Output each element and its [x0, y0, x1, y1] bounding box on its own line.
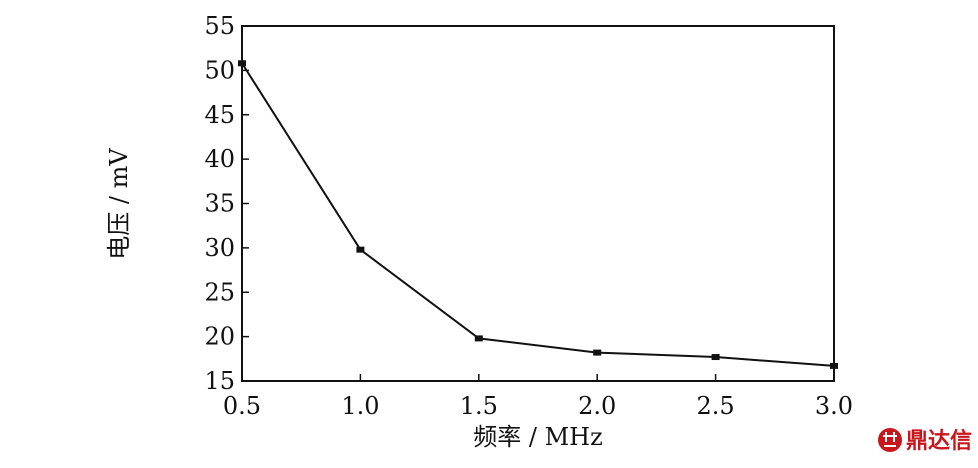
data-point-marker [711, 354, 720, 361]
y-tick-label: 30 [204, 234, 235, 262]
series-line [241, 62, 835, 367]
x-axis-ticks: 0.5 1.0 1.5 2.0 2.5 3.0 [223, 374, 853, 420]
y-tick-label: 20 [204, 323, 235, 351]
data-point-marker [593, 349, 602, 356]
y-tick-label: 40 [204, 145, 235, 173]
y-tick-label: 55 [204, 12, 235, 40]
x-tick-label: 3.0 [815, 392, 853, 420]
data-point-marker [356, 246, 365, 253]
y-tick-label: 50 [204, 56, 235, 84]
y-tick-label: 45 [204, 101, 235, 129]
y-axis-label: 电压 / mV [105, 148, 133, 260]
x-tick-label: 1.0 [341, 392, 379, 420]
y-tick-label: 35 [204, 190, 235, 218]
watermark-icon-glyph [883, 432, 897, 447]
x-tick-label: 2.0 [578, 392, 616, 420]
x-tick-label: 0.5 [223, 392, 261, 420]
y-axis-ticks: 15 20 25 30 35 40 45 50 55 [204, 12, 249, 395]
y-tick-label: 25 [204, 278, 235, 306]
watermark-text: 鼎达信 [906, 428, 972, 454]
series-layer [238, 60, 838, 369]
x-tick-label: 1.5 [460, 392, 498, 420]
x-axis-label: 频率 / MHz [473, 423, 603, 451]
y-tick-label: 15 [204, 367, 235, 395]
watermark-icon [878, 428, 902, 452]
data-point-marker [474, 335, 483, 342]
data-point-marker [238, 60, 246, 67]
data-point-marker [830, 362, 838, 369]
x-tick-label: 2.5 [697, 392, 735, 420]
watermark-logo: 鼎达信 [878, 428, 972, 454]
